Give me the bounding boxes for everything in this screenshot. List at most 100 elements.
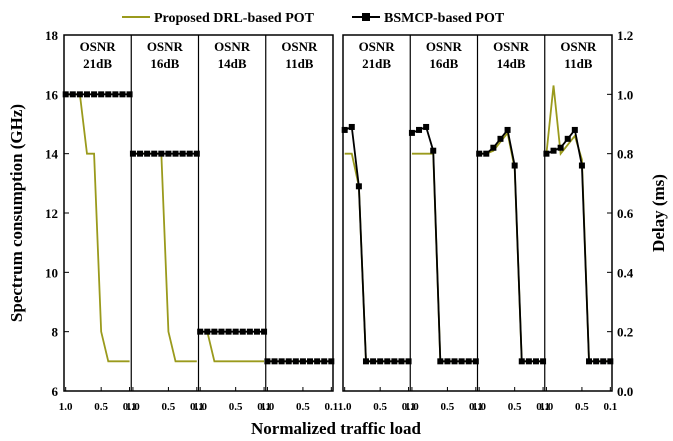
legend-drl-label: Proposed DRL-based POT	[154, 11, 315, 26]
delay-drl-line	[479, 130, 544, 363]
spectrum-bsmcp-marker	[299, 358, 306, 365]
spectrum-bsmcp-marker	[76, 91, 83, 98]
spectrum-bsmcp-marker	[314, 358, 321, 365]
spectrum-bsmcp-marker	[197, 328, 204, 335]
spectrum-panel-label: 16dB	[150, 56, 179, 71]
spectrum-panel-label: OSNR	[214, 39, 251, 54]
delay-bsmcp-marker	[377, 358, 384, 365]
delay-bsmcp-marker	[504, 126, 511, 133]
delay-bsmcp-line	[479, 127, 544, 363]
delay-bsmcp-marker	[518, 358, 525, 365]
spectrum-bsmcp-marker	[328, 358, 335, 365]
spectrum-bsmcp-marker	[126, 91, 133, 98]
spectrum-bsmcp-marker	[172, 150, 179, 157]
delay-x-tick-label: 1.0	[472, 401, 486, 413]
spectrum-panel-label: 11dB	[285, 56, 314, 71]
delay-bsmcp-marker	[437, 358, 444, 365]
delay-bsmcp-marker	[430, 147, 437, 154]
delay-y-axis-title: Delay (ms)	[649, 174, 668, 252]
delay-bsmcp-marker	[341, 126, 348, 133]
delay-x-tick-label: 1.0	[405, 401, 419, 413]
delay-panel-label: OSNR	[493, 39, 530, 54]
delay-panel-label: 16dB	[429, 56, 458, 71]
spectrum-bsmcp-marker	[69, 91, 76, 98]
delay-bsmcp-marker	[525, 358, 532, 365]
delay-bsmcp-marker	[600, 358, 607, 365]
spectrum-panel-label: 14dB	[218, 56, 247, 71]
delay-bsmcp-marker	[384, 358, 391, 365]
delay-bsmcp-marker	[416, 126, 423, 133]
spectrum-drl-line	[200, 330, 265, 363]
spectrum-panel-label: OSNR	[80, 39, 117, 54]
delay-bsmcp-marker	[593, 358, 600, 365]
spectrum-bsmcp-marker	[307, 358, 314, 365]
delay-y-tick-label: 0.8	[617, 147, 634, 162]
spectrum-bsmcp-marker	[144, 150, 151, 157]
spectrum-bsmcp-marker	[62, 91, 69, 98]
x-axis-title: Normalized traffic load	[251, 419, 421, 438]
spectrum-y-tick-label: 16	[45, 87, 59, 102]
spectrum-bsmcp-marker	[246, 328, 253, 335]
delay-x-tick-label: 0.5	[508, 401, 522, 413]
delay-y-tick-label: 1.2	[617, 28, 633, 43]
spectrum-bsmcp-marker	[129, 150, 136, 157]
spectrum-x-tick-label: 1.0	[59, 401, 73, 413]
delay-bsmcp-marker	[362, 358, 369, 365]
spectrum-bsmcp-marker	[186, 150, 193, 157]
delay-bsmcp-marker	[423, 123, 430, 130]
spectrum-bsmcp-marker	[211, 328, 218, 335]
delay-panel-label: OSNR	[426, 39, 463, 54]
delay-bsmcp-marker	[472, 358, 479, 365]
spectrum-bsmcp-marker	[98, 91, 105, 98]
spectrum-bsmcp-marker	[179, 150, 186, 157]
delay-y-tick-label: 0.0	[617, 384, 633, 399]
spectrum-bsmcp-marker	[285, 358, 292, 365]
delay-bsmcp-marker	[405, 358, 412, 365]
spectrum-bsmcp-marker	[232, 328, 239, 335]
spectrum-bsmcp-marker	[271, 358, 278, 365]
delay-panel-label: 21dB	[362, 56, 391, 71]
spectrum-bsmcp-marker	[91, 91, 98, 98]
delay-bsmcp-marker	[543, 150, 550, 157]
spectrum-y-tick-label: 10	[45, 265, 58, 280]
legend: Proposed DRL-based POT BSMCP-based POT	[122, 11, 505, 26]
delay-bsmcp-marker	[540, 358, 547, 365]
delay-x-tick-label: 0.5	[575, 401, 589, 413]
delay-bsmcp-marker	[458, 358, 465, 365]
delay-drl-line	[411, 152, 476, 363]
spectrum-y-tick-label: 14	[45, 147, 59, 162]
spectrum-bsmcp-marker	[218, 328, 225, 335]
spectrum-y-tick-label: 12	[45, 206, 58, 221]
delay-bsmcp-marker	[444, 358, 451, 365]
delay-x-tick-label: 0.5	[441, 401, 455, 413]
spectrum-y-tick-label: 18	[45, 28, 59, 43]
spectrum-bsmcp-marker	[105, 91, 112, 98]
spectrum-bsmcp-marker	[321, 358, 328, 365]
delay-bsmcp-marker	[497, 135, 504, 142]
legend-bsmcp-marker	[362, 13, 370, 21]
spectrum-y-tick-label: 6	[52, 384, 59, 399]
spectrum-bsmcp-marker	[83, 91, 90, 98]
delay-bsmcp-marker	[564, 135, 571, 142]
spectrum-bsmcp-marker	[278, 358, 285, 365]
delay-bsmcp-marker	[532, 358, 539, 365]
spectrum-panel-label: OSNR	[147, 39, 184, 54]
spectrum-panel-label: 21dB	[83, 56, 112, 71]
delay-x-tick-label: 0.1	[536, 401, 550, 413]
spectrum-drl-line	[132, 152, 197, 363]
delay-bsmcp-marker	[370, 358, 377, 365]
delay-x-tick-label: 0.1	[603, 401, 617, 413]
delay-bsmcp-marker	[586, 358, 593, 365]
delay-bsmcp-marker	[408, 129, 415, 136]
spectrum-x-tick-label: 0.1	[324, 401, 338, 413]
delay-x-tick-label: 0.5	[373, 401, 387, 413]
spectrum-x-tick-label: 0.5	[162, 401, 176, 413]
delay-panel-label: 11dB	[564, 56, 593, 71]
spectrum-bsmcp-marker	[112, 91, 119, 98]
spectrum-y-tick-label: 8	[52, 325, 59, 340]
delay-bsmcp-marker	[511, 162, 518, 169]
spectrum-x-tick-label: 1.0	[193, 401, 207, 413]
spectrum-x-tick-label: 0.1	[123, 401, 137, 413]
spectrum-bsmcp-marker	[261, 328, 268, 335]
